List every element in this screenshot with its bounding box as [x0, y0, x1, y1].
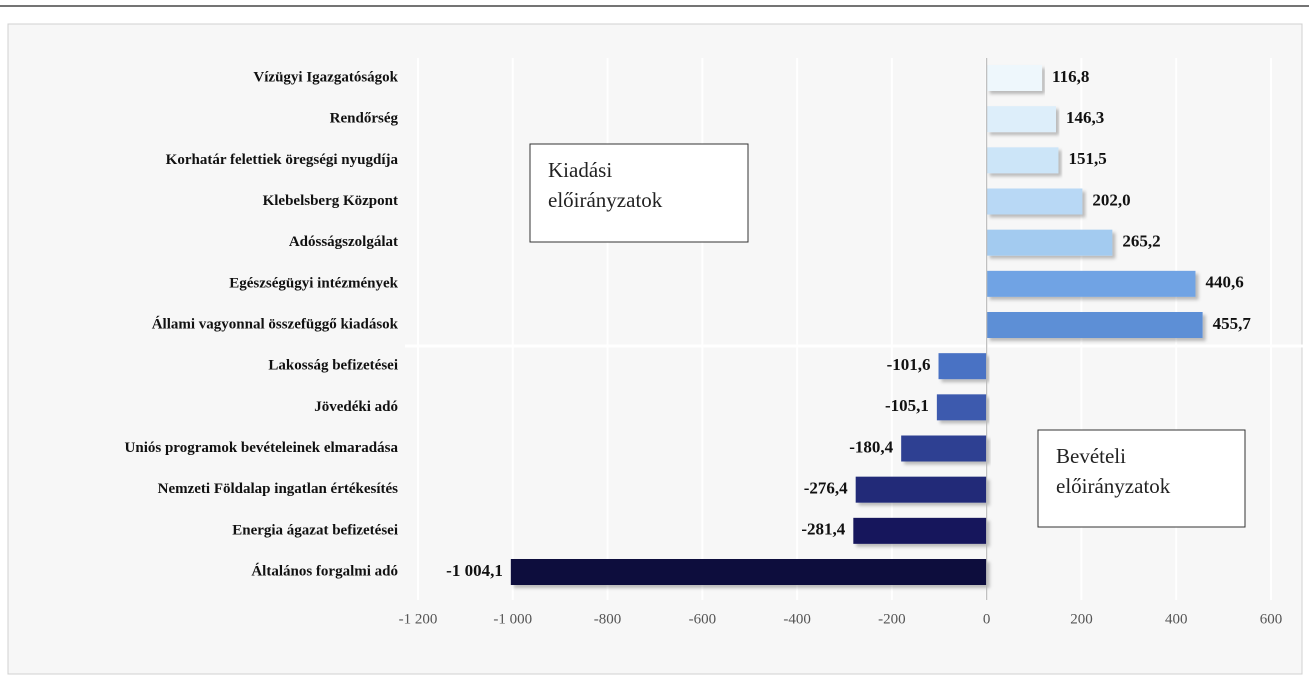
category-label: Lakosság befizetései	[268, 358, 398, 374]
annotation-text: előirányzatok	[1056, 474, 1171, 498]
category-label: Általános forgalmi adó	[251, 562, 398, 579]
bar	[853, 517, 987, 544]
x-tick-label: -800	[594, 611, 622, 627]
bar	[986, 270, 1196, 297]
category-label: Egészségügyi intézmények	[229, 275, 398, 291]
value-label: 116,8	[1052, 67, 1089, 86]
value-label: -276,4	[804, 479, 848, 498]
value-label: -105,1	[885, 396, 929, 415]
value-label: 440,6	[1205, 273, 1243, 292]
category-label: Energia ágazat befizetései	[232, 522, 398, 538]
bar	[855, 476, 987, 503]
value-label: -101,6	[887, 355, 931, 374]
category-label: Rendőrség	[330, 111, 399, 127]
x-tick-label: 0	[983, 611, 991, 627]
value-label: -281,4	[801, 520, 845, 539]
category-label: Korhatár felettiek öregségi nyugdíja	[166, 152, 399, 168]
value-label: 265,2	[1122, 232, 1160, 251]
annotation-box	[529, 143, 749, 243]
x-tick-label: -1 000	[493, 611, 532, 627]
x-tick-label: -400	[783, 611, 811, 627]
x-tick-label: 200	[1070, 611, 1093, 627]
bar	[986, 106, 1056, 133]
value-label: 151,5	[1068, 149, 1106, 168]
value-label: 202,0	[1092, 190, 1130, 209]
bar	[510, 559, 987, 585]
x-tick-label: 600	[1260, 611, 1283, 627]
category-label: Klebelsberg Központ	[263, 193, 398, 209]
value-label: -1 004,1	[446, 561, 503, 580]
bar	[936, 394, 987, 421]
annotation-text: Bevételi	[1056, 444, 1126, 468]
category-label: Uniós programok bevételeinek elmaradása	[125, 440, 399, 456]
plot-frame	[7, 23, 1303, 675]
bar	[986, 229, 1113, 256]
annotation-text: előirányzatok	[548, 188, 663, 212]
x-tick-label: -1 200	[399, 611, 438, 627]
x-tick-label: -600	[689, 611, 717, 627]
annotation-box	[1037, 429, 1246, 528]
category-label: Nemzeti Földalap ingatlan értékesítés	[158, 481, 399, 497]
value-label: 146,3	[1066, 108, 1104, 127]
category-label: Jövedéki adó	[314, 399, 398, 415]
bar	[901, 435, 987, 462]
category-label: Állami vagyonnal összefüggő kiadások	[152, 315, 399, 332]
x-tick-label: -200	[878, 611, 906, 627]
bar	[986, 312, 1203, 338]
category-label: Adósságszolgálat	[289, 234, 398, 250]
value-label: 455,7	[1213, 314, 1252, 333]
annotation-text: Kiadási	[548, 158, 612, 182]
bar	[986, 147, 1059, 174]
bar	[986, 65, 1043, 91]
value-label: -180,4	[849, 437, 893, 456]
bar	[986, 188, 1083, 215]
category-label: Vízügyi Igazgatóságok	[253, 69, 398, 85]
bar	[938, 353, 987, 380]
x-tick-label: 400	[1165, 611, 1188, 627]
